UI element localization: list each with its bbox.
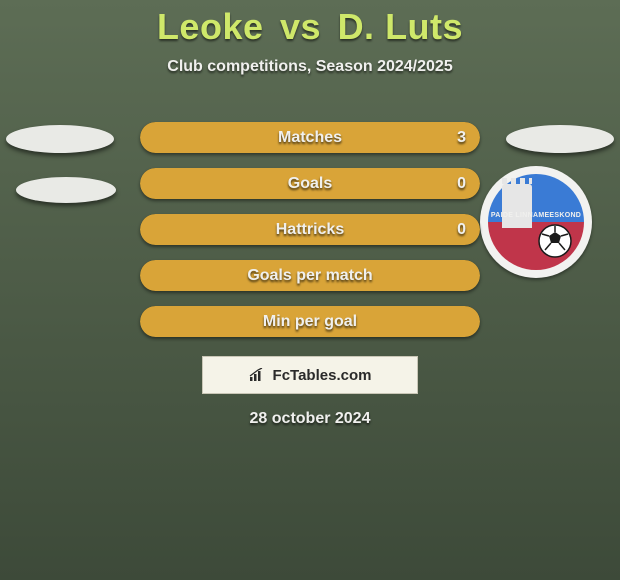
- badge-ball-icon: [538, 224, 572, 258]
- watermark-text: FcTables.com: [273, 367, 372, 384]
- stat-right-value: 0: [457, 214, 466, 245]
- left-player-shadow-2: [16, 177, 116, 203]
- stat-right-value: 3: [457, 122, 466, 153]
- club-badge-inner: PAIDE LINNAMEESKOND: [488, 174, 584, 270]
- subtitle: Club competitions, Season 2024/2025: [0, 58, 620, 76]
- stat-row-goals-per-match: Goals per match: [140, 260, 480, 291]
- stat-label: Goals: [140, 168, 480, 199]
- badge-tower-icon: [502, 184, 532, 228]
- stat-label: Goals per match: [140, 260, 480, 291]
- title-vs: vs: [280, 6, 321, 47]
- stat-label: Matches: [140, 122, 480, 153]
- stat-row-hattricks: Hattricks 0: [140, 214, 480, 245]
- stat-row-matches: Matches 3: [140, 122, 480, 153]
- club-badge: PAIDE LINNAMEESKOND: [480, 166, 592, 278]
- page-title: Leoke vs D. Luts: [0, 0, 620, 48]
- chart-icon: [249, 368, 267, 382]
- title-player2: D. Luts: [338, 6, 464, 47]
- content-root: Leoke vs D. Luts Club competitions, Seas…: [0, 0, 620, 580]
- stat-right-value: 0: [457, 168, 466, 199]
- left-player-shadow-1: [6, 125, 114, 153]
- watermark: FcTables.com: [202, 356, 418, 394]
- title-player1: Leoke: [157, 6, 264, 47]
- stat-row-min-per-goal: Min per goal: [140, 306, 480, 337]
- stat-label: Hattricks: [140, 214, 480, 245]
- stat-bars: Matches 3 Goals 0 Hattricks 0 Goals per …: [140, 122, 480, 352]
- badge-text: PAIDE LINNAMEESKOND: [488, 212, 584, 219]
- stat-label: Min per goal: [140, 306, 480, 337]
- right-player-shadow-1: [506, 125, 614, 153]
- stat-row-goals: Goals 0: [140, 168, 480, 199]
- date-text: 28 october 2024: [250, 410, 371, 428]
